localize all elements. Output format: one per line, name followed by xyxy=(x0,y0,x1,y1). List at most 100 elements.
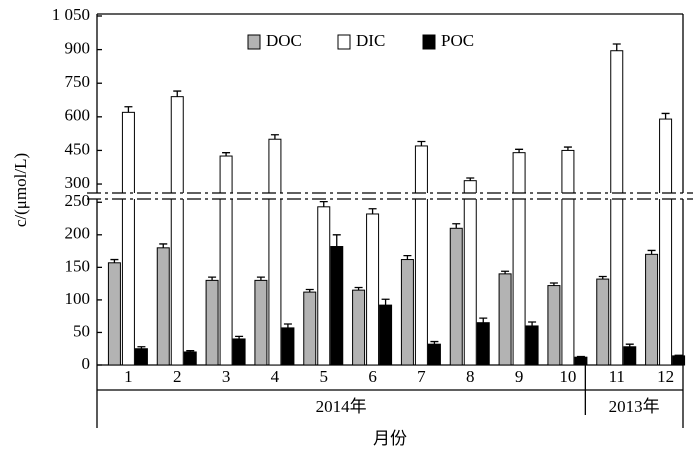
x-tick-label: 2 xyxy=(173,367,182,386)
bar xyxy=(463,180,477,366)
y-tick-label: 900 xyxy=(65,39,91,58)
error-bar xyxy=(270,134,279,140)
bar xyxy=(170,96,184,366)
bar xyxy=(672,355,686,366)
y-tick-label: 450 xyxy=(65,139,91,158)
x-tick-label: 3 xyxy=(222,367,231,386)
bar xyxy=(596,278,610,366)
error-bar xyxy=(625,343,634,347)
y-tick-label: 100 xyxy=(65,289,91,308)
bar xyxy=(574,356,588,366)
error-bar xyxy=(501,270,510,274)
y-tick-label: 50 xyxy=(73,321,90,340)
x-tick-label: 6 xyxy=(368,367,377,386)
error-bar xyxy=(612,43,621,51)
y-tick-label: 250 xyxy=(65,191,91,210)
y-axis-label: c/(μmol/L) xyxy=(11,153,30,227)
bar xyxy=(219,155,233,366)
bar xyxy=(134,348,148,366)
bar xyxy=(449,227,463,366)
error-bar xyxy=(256,276,265,281)
legend-label: DIC xyxy=(356,31,385,50)
bar xyxy=(645,253,659,366)
legend-swatch xyxy=(337,34,351,50)
bar xyxy=(330,246,344,366)
error-bar xyxy=(515,148,524,153)
x-tick-label: 8 xyxy=(466,367,475,386)
error-bar xyxy=(368,208,377,214)
error-bar xyxy=(647,249,656,255)
y-tick-label: 300 xyxy=(65,173,91,192)
bar xyxy=(400,259,414,366)
y-tick-label: 1 050 xyxy=(52,5,90,24)
legend-label: POC xyxy=(441,31,474,50)
error-bar xyxy=(173,90,182,97)
error-bar xyxy=(430,340,439,345)
x-tick-label: 12 xyxy=(657,367,674,386)
x-tick-label: 1 xyxy=(124,367,133,386)
x-tick-label: 4 xyxy=(271,367,280,386)
error-bar xyxy=(576,355,585,358)
axis-break-gap xyxy=(91,193,689,199)
bar xyxy=(659,118,673,366)
error-bar xyxy=(661,112,670,120)
bar xyxy=(561,149,575,366)
y-tick-label: 600 xyxy=(65,106,91,125)
bar xyxy=(268,138,282,366)
error-bar xyxy=(208,276,217,281)
x-axis-label: 月份 xyxy=(373,429,407,448)
y-tick-label: 750 xyxy=(65,72,91,91)
x-tick-label: 11 xyxy=(609,367,625,386)
error-bar xyxy=(452,223,461,229)
bar xyxy=(183,351,197,366)
bar xyxy=(525,325,539,366)
bar xyxy=(205,279,219,366)
bar xyxy=(610,50,624,366)
legend-swatch xyxy=(247,34,261,50)
bar xyxy=(427,343,441,366)
error-bar xyxy=(305,288,314,293)
bar xyxy=(352,289,366,366)
bar xyxy=(623,346,637,366)
error-bar xyxy=(283,323,292,328)
error-bar xyxy=(354,286,363,291)
error-bar xyxy=(417,140,426,146)
error-bar xyxy=(124,106,133,113)
bar xyxy=(107,262,121,366)
error-bar xyxy=(235,335,244,339)
legend-swatch xyxy=(422,34,436,50)
error-bar xyxy=(549,282,558,286)
bar xyxy=(121,111,135,366)
bar xyxy=(547,285,561,366)
error-bar xyxy=(466,177,475,181)
group-label: 2013年 xyxy=(609,397,660,416)
error-bar xyxy=(563,146,572,151)
error-bar xyxy=(159,243,168,248)
bar xyxy=(476,322,490,366)
bar xyxy=(512,152,526,366)
bar xyxy=(281,327,295,366)
y-tick-label: 0 xyxy=(82,354,91,373)
y-tick-label: 150 xyxy=(65,256,91,275)
y-tick-label: 200 xyxy=(65,224,91,243)
x-tick-label: 10 xyxy=(559,367,576,386)
error-bar xyxy=(674,354,683,356)
bar xyxy=(317,206,331,366)
bar xyxy=(303,291,317,366)
bar xyxy=(414,145,428,366)
error-bar xyxy=(403,254,412,260)
error-bar xyxy=(528,321,537,326)
error-bar xyxy=(381,298,390,306)
error-bar xyxy=(222,152,231,157)
error-bar xyxy=(186,350,195,352)
bar xyxy=(156,247,170,366)
error-bar xyxy=(319,200,328,207)
legend-label: DOC xyxy=(266,31,302,50)
x-tick-label: 5 xyxy=(320,367,329,386)
bar xyxy=(366,213,380,366)
error-bar xyxy=(110,258,119,263)
error-bar xyxy=(332,234,341,247)
x-tick-label: 7 xyxy=(417,367,426,386)
error-bar xyxy=(479,317,488,323)
